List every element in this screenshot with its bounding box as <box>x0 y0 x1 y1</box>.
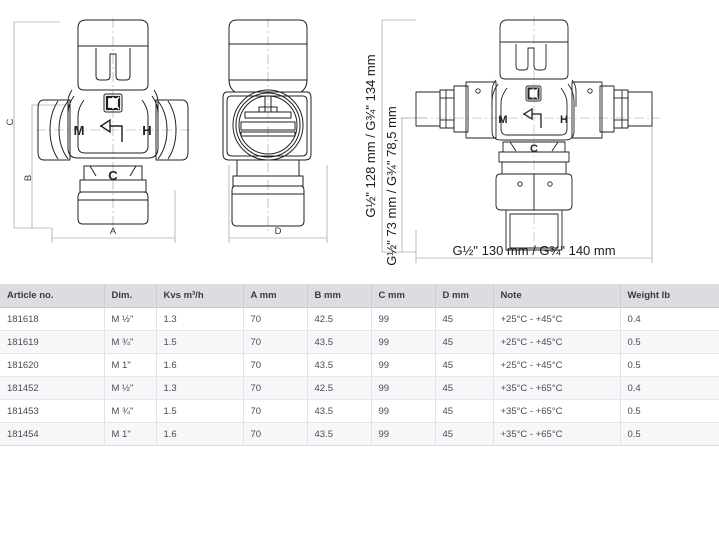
cell-c-mm: 99 <box>371 399 436 423</box>
cell-weight-lb: 0.5 <box>620 399 719 423</box>
cell-note: +35°C - +65°C <box>493 399 621 423</box>
valve-body-outline <box>37 19 189 225</box>
cell-kvs: 1.6 <box>156 422 244 446</box>
table-header-row: Article no. Dim. Kvs m³/h A mm B mm C mm… <box>0 284 719 308</box>
port-label-c: C <box>108 168 118 183</box>
cell-dim: M 1" <box>104 422 157 446</box>
port-label-m: M <box>498 114 507 126</box>
cell-a-mm: 70 <box>243 307 308 331</box>
cell-dim: M ¾" <box>104 330 157 354</box>
cell-kvs: 1.3 <box>156 376 244 400</box>
cell-a-mm: 70 <box>243 399 308 423</box>
valve-body-outline <box>222 19 312 227</box>
cell-note: +25°C - +45°C <box>493 307 621 331</box>
cell-d-mm: 45 <box>435 399 494 423</box>
cell-dim: M ¾" <box>104 399 157 423</box>
cell-b-mm: 42.5 <box>307 307 372 331</box>
table-row[interactable]: 181619 M ¾" 1.5 70 43.5 99 45 +25°C - +4… <box>0 330 719 354</box>
cell-dim: M ½" <box>104 307 157 331</box>
column-header-article-no[interactable]: Article no. <box>0 284 105 308</box>
cell-weight-lb: 0.5 <box>620 330 719 354</box>
dimension-label-d: D <box>275 226 282 237</box>
cell-b-mm: 43.5 <box>307 330 372 354</box>
cell-article-no: 181452 <box>0 376 105 400</box>
cell-kvs: 1.6 <box>156 353 244 377</box>
dimension-label-b: B <box>23 175 34 181</box>
cell-b-mm: 42.5 <box>307 376 372 400</box>
dimension-label-overall-height: G½" 128 mm / G¾" 134 mm <box>363 54 378 217</box>
table-row[interactable]: 181454 M 1" 1.6 70 43.5 99 45 +35°C - +6… <box>0 422 719 446</box>
cell-weight-lb: 0.4 <box>620 376 719 400</box>
cell-article-no: 181618 <box>0 307 105 331</box>
cell-note: +25°C - +45°C <box>493 330 621 354</box>
cell-dim: M 1" <box>104 353 157 377</box>
column-header-dim[interactable]: Dim. <box>104 284 157 308</box>
cell-dim: M ½" <box>104 376 157 400</box>
column-header-kvs[interactable]: Kvs m³/h <box>156 284 244 308</box>
dimension-label-a: A <box>110 226 117 237</box>
side-view-drawing: D <box>222 18 328 243</box>
port-label-h: H <box>142 123 151 138</box>
column-header-note[interactable]: Note <box>493 284 621 308</box>
cell-a-mm: 70 <box>243 330 308 354</box>
table-row[interactable]: 181618 M ½" 1.3 70 42.5 99 45 +25°C - +4… <box>0 307 719 331</box>
port-label-c: C <box>530 143 538 155</box>
port-label-h: H <box>560 114 568 126</box>
cell-article-no: 181619 <box>0 330 105 354</box>
dimension-label-overall-width: G½" 130 mm / G¾" 140 mm <box>452 243 615 258</box>
technical-drawings-panel: M H C C B A <box>5 16 660 266</box>
cell-d-mm: 45 <box>435 422 494 446</box>
cell-note: +25°C - +45°C <box>493 353 621 377</box>
cell-kvs: 1.3 <box>156 307 244 331</box>
column-header-weight-lb[interactable]: Weight lb <box>620 284 719 308</box>
front-view-drawing: M H C C B A <box>5 18 190 243</box>
specification-table: Article no. Dim. Kvs m³/h A mm B mm C mm… <box>0 284 719 446</box>
column-header-a-mm[interactable]: A mm <box>243 284 308 308</box>
cell-a-mm: 70 <box>243 353 308 377</box>
cell-article-no: 181620 <box>0 353 105 377</box>
cell-weight-lb: 0.5 <box>620 422 719 446</box>
lk-logo-mark <box>103 93 123 113</box>
cell-d-mm: 45 <box>435 307 494 331</box>
cell-weight-lb: 0.4 <box>620 307 719 331</box>
assembly-view-drawing: M H C G½" 128 mm / G¾" 134 mm G½" 73 mm … <box>363 16 660 266</box>
dimension-lines <box>13 18 190 243</box>
valve-body-outline <box>415 19 653 251</box>
cell-article-no: 181454 <box>0 422 105 446</box>
dimension-label-c: C <box>5 118 16 125</box>
table-row[interactable]: 181620 M 1" 1.6 70 43.5 99 45 +25°C - +4… <box>0 353 719 377</box>
cell-article-no: 181453 <box>0 399 105 423</box>
cell-kvs: 1.5 <box>156 399 244 423</box>
cell-a-mm: 70 <box>243 376 308 400</box>
cell-d-mm: 45 <box>435 330 494 354</box>
cell-d-mm: 45 <box>435 376 494 400</box>
table-row[interactable]: 181452 M ½" 1.3 70 42.5 99 45 +35°C - +6… <box>0 376 719 400</box>
flow-arrow-icon <box>99 118 123 142</box>
table-row[interactable]: 181453 M ¾" 1.5 70 43.5 99 45 +35°C - +6… <box>0 399 719 423</box>
port-label-m: M <box>74 123 85 138</box>
column-header-c-mm[interactable]: C mm <box>371 284 436 308</box>
cell-b-mm: 43.5 <box>307 399 372 423</box>
specification-table-container: Article no. Dim. Kvs m³/h A mm B mm C mm… <box>0 284 719 446</box>
cell-c-mm: 99 <box>371 376 436 400</box>
dimension-lines <box>381 16 660 263</box>
flow-arrow-icon <box>522 107 542 128</box>
cell-kvs: 1.5 <box>156 330 244 354</box>
dimension-label-center-height: G½" 73 mm / G¾" 78,5 mm <box>384 106 399 266</box>
cell-a-mm: 70 <box>243 422 308 446</box>
lk-logo-mark <box>525 85 542 102</box>
cell-c-mm: 99 <box>371 353 436 377</box>
cell-b-mm: 43.5 <box>307 353 372 377</box>
cell-c-mm: 99 <box>371 330 436 354</box>
cell-b-mm: 43.5 <box>307 422 372 446</box>
cell-note: +35°C - +65°C <box>493 422 621 446</box>
cell-weight-lb: 0.5 <box>620 353 719 377</box>
cell-d-mm: 45 <box>435 353 494 377</box>
cell-note: +35°C - +65°C <box>493 376 621 400</box>
dimension-lines <box>228 18 328 243</box>
cell-c-mm: 99 <box>371 307 436 331</box>
cell-c-mm: 99 <box>371 422 436 446</box>
column-header-b-mm[interactable]: B mm <box>307 284 372 308</box>
column-header-d-mm[interactable]: D mm <box>435 284 494 308</box>
